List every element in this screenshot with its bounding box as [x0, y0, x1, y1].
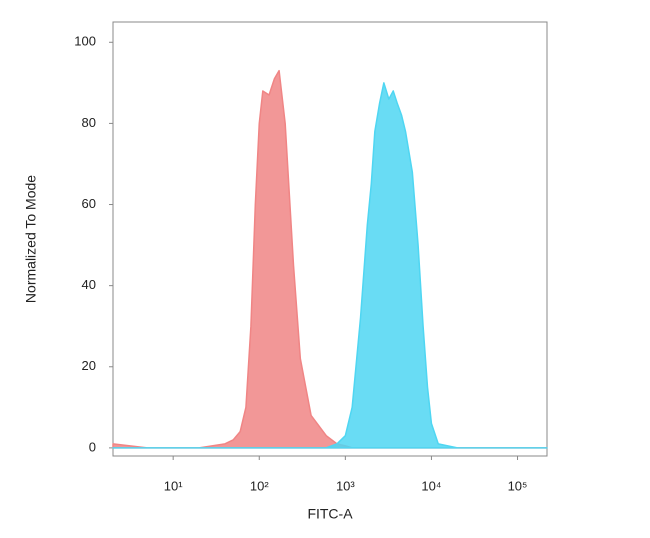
- x-tick-label: 10²: [250, 478, 269, 493]
- x-axis-label: FITC-A: [307, 506, 353, 522]
- y-tick-label: 20: [82, 358, 96, 373]
- x-tick-label: 10⁵: [508, 478, 528, 493]
- x-tick-label: 10⁴: [421, 478, 441, 493]
- plot-area: [112, 21, 548, 457]
- y-tick-label: 100: [74, 34, 96, 49]
- histogram-area: [112, 82, 548, 449]
- y-tick-label: 80: [82, 115, 96, 130]
- y-tick-label: 60: [82, 196, 96, 211]
- x-tick-label: 10¹: [164, 478, 183, 493]
- y-tick-label: 40: [82, 277, 96, 292]
- y-axis-label: Normalized To Mode: [23, 175, 39, 303]
- y-tick-label: 0: [89, 439, 96, 454]
- x-tick-label: 10³: [336, 478, 355, 493]
